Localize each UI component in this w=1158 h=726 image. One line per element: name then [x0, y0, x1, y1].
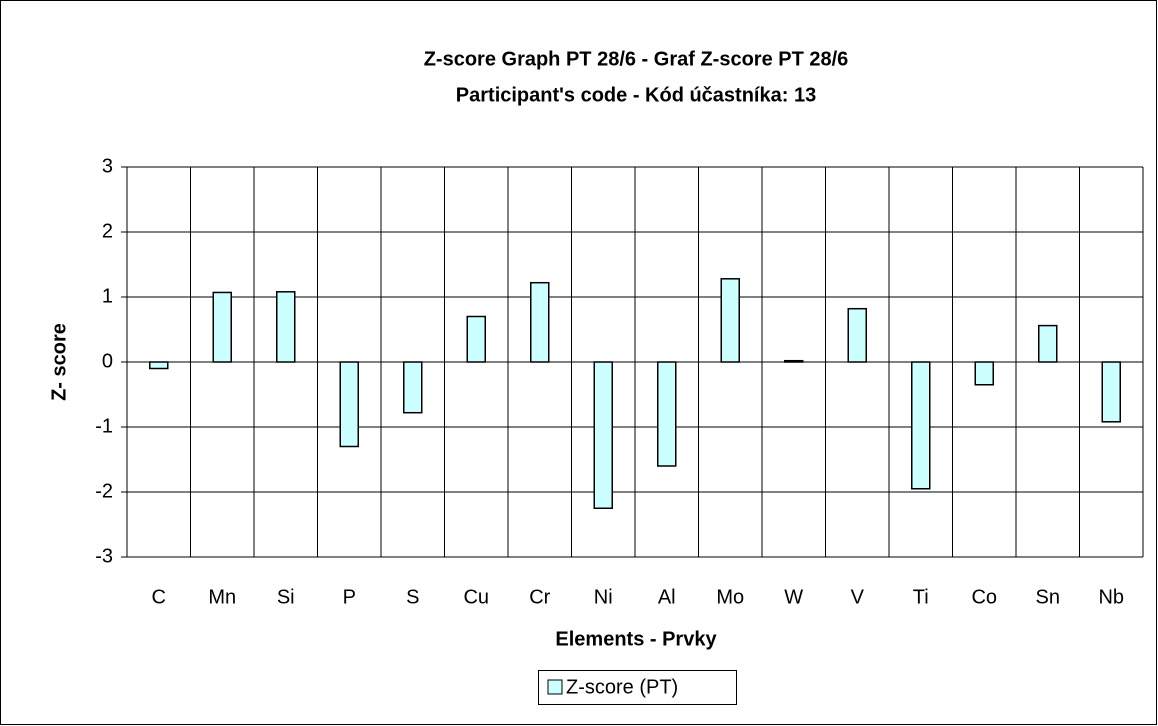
bar — [339, 361, 359, 448]
y-tick-label: -2 — [95, 480, 113, 502]
bar — [657, 361, 677, 467]
y-tick-label: 3 — [102, 155, 113, 177]
bar — [1101, 361, 1121, 423]
bar — [466, 315, 486, 363]
bar — [403, 361, 423, 414]
x-tick-label: W — [784, 586, 803, 608]
x-tick-label: Mn — [208, 586, 236, 608]
y-tick-label: -3 — [95, 545, 113, 567]
y-axis-label: Z- score — [48, 323, 70, 401]
x-tick-label: Cr — [529, 586, 550, 608]
x-tick-label: Nb — [1098, 586, 1124, 608]
bar — [276, 291, 296, 363]
bar — [784, 359, 804, 363]
bar — [911, 361, 931, 490]
x-tick-label: S — [406, 586, 419, 608]
legend-box — [538, 670, 737, 705]
x-tick-label: Sn — [1036, 586, 1060, 608]
x-tick-label: Cu — [463, 586, 489, 608]
x-tick-label: C — [152, 586, 166, 608]
bar — [974, 361, 994, 386]
y-tick-label: 0 — [102, 350, 113, 372]
bar — [1038, 324, 1058, 363]
x-tick-label: Co — [971, 586, 997, 608]
bar — [847, 307, 867, 363]
x-tick-label: Al — [658, 586, 676, 608]
x-axis-label: Elements - Prvky — [555, 628, 717, 650]
x-tick-label: V — [851, 586, 865, 608]
x-tick-label: Si — [277, 586, 295, 608]
x-tick-label: Ni — [594, 586, 613, 608]
bar — [530, 281, 550, 363]
chart-title: Z-score Graph PT 28/6 - Graf Z-score PT … — [424, 48, 849, 70]
legend-swatch — [547, 679, 563, 695]
y-tick-label: 1 — [102, 285, 113, 307]
x-tick-label: Mo — [716, 586, 744, 608]
bar — [149, 361, 169, 370]
chart-subtitle: Participant's code - Kód účastníka: 13 — [456, 84, 816, 106]
x-tick-label: Ti — [913, 586, 929, 608]
y-tick-label: -1 — [95, 415, 113, 437]
bar — [720, 278, 740, 363]
y-tick-label: 2 — [102, 220, 113, 242]
bar — [593, 361, 613, 509]
bar — [212, 291, 232, 363]
legend-label: Z-score (PT) — [566, 676, 678, 698]
x-tick-label: P — [343, 586, 356, 608]
